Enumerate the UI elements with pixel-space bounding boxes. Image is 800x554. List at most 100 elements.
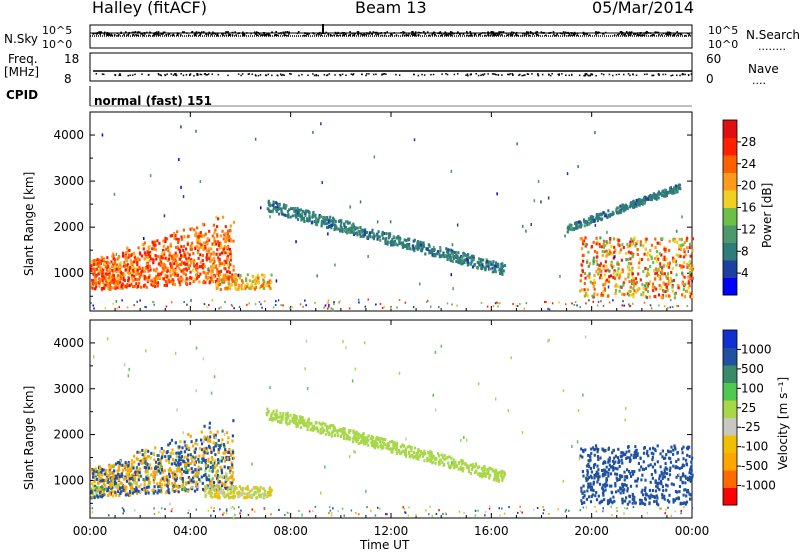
- power-cell: [491, 266, 494, 270]
- nsky-point: [450, 33, 452, 36]
- power-cell: [683, 250, 686, 254]
- nsky-point: [441, 34, 443, 36]
- power-cell: [212, 266, 215, 270]
- power-cell: [417, 240, 420, 244]
- nsky-point: [570, 34, 573, 36]
- power-noise: [178, 158, 180, 162]
- power-cell: [171, 260, 174, 264]
- velocity-cell: [191, 470, 194, 474]
- power-ground-cell: [596, 304, 599, 307]
- power-ground-cell: [412, 306, 415, 309]
- nsky-point: [501, 31, 503, 33]
- velocity-cell: [379, 443, 383, 447]
- power-cell: [420, 243, 423, 247]
- power-cell: [586, 288, 589, 292]
- power-cell: [91, 278, 94, 282]
- power-cell: [112, 274, 115, 278]
- velocity-cell: [299, 418, 303, 422]
- velocity-cell: [223, 495, 226, 499]
- power-cell: [664, 247, 667, 251]
- velocity-cell: [447, 461, 450, 465]
- nsky-point: [492, 33, 495, 35]
- power-cell: [173, 236, 176, 240]
- velocity-cell: [97, 477, 100, 481]
- velocity-cell: [159, 463, 162, 467]
- nsky-point: [210, 33, 213, 36]
- power-cell: [120, 277, 123, 281]
- power-cell: [213, 236, 216, 240]
- power-cell: [618, 274, 622, 278]
- velocity-cell: [203, 424, 206, 428]
- power-cell: [255, 276, 258, 280]
- power-cell: [592, 260, 596, 264]
- nsky-point: [490, 34, 492, 36]
- power-cell: [115, 263, 118, 267]
- power-cell: [186, 242, 189, 246]
- power-cell: [126, 267, 129, 271]
- velocity-cell: [355, 436, 358, 440]
- power-cell: [661, 189, 664, 193]
- velocity-cell: [108, 492, 111, 496]
- power-cell: [652, 192, 655, 196]
- nsky-point: [630, 33, 632, 36]
- nsky-point: [478, 34, 480, 36]
- power-cell: [308, 219, 311, 222]
- power-cell: [651, 285, 654, 289]
- velocity-cell: [217, 439, 220, 442]
- power-cell: [152, 279, 155, 283]
- nsky-point: [228, 33, 230, 36]
- power-cell: [663, 255, 666, 259]
- power-cell: [146, 262, 149, 266]
- velocity-cell: [136, 492, 139, 495]
- power-cell: [245, 277, 248, 281]
- nave-point: [264, 74, 267, 76]
- nsky-point: [168, 33, 171, 35]
- nsky-point: [529, 31, 532, 33]
- power-cell: [137, 284, 140, 288]
- power-cell: [327, 220, 330, 224]
- nsky-point: [595, 33, 597, 36]
- power-cell: [482, 265, 485, 269]
- power-cell: [683, 295, 687, 299]
- velocity-cell: [117, 461, 120, 465]
- power-cell: [352, 229, 356, 233]
- power-cell: [206, 242, 209, 246]
- velocity-cell: [136, 450, 139, 454]
- power-cell: [615, 283, 618, 286]
- nave-point: [629, 74, 631, 77]
- power-cell: [113, 261, 116, 265]
- power-cell: [420, 249, 423, 253]
- velocity-cell: [101, 473, 104, 477]
- power-cell: [140, 285, 143, 289]
- power-ground-cell: [327, 299, 330, 302]
- power-cell: [617, 243, 620, 246]
- nave-point: [398, 74, 401, 76]
- power-cell: [649, 265, 652, 268]
- power-noise: [321, 181, 323, 185]
- velocity-cell: [173, 481, 177, 485]
- power-cell: [206, 277, 209, 281]
- power-cell: [169, 244, 172, 248]
- nave-tick-high: 60: [706, 52, 722, 66]
- power-cell: [232, 220, 236, 224]
- nave-point: [283, 74, 285, 76]
- power-cell: [166, 275, 169, 279]
- nave-point: [255, 75, 257, 77]
- velocity-cell: [112, 465, 115, 469]
- velocity-cell: [207, 457, 210, 461]
- velocity-cell: [230, 481, 233, 485]
- velocity-cell: [94, 472, 97, 476]
- power-cell: [212, 243, 215, 247]
- power-cell: [642, 286, 645, 290]
- nsky-point: [672, 33, 675, 36]
- velocity-cell: [277, 420, 280, 423]
- nsky-point: [231, 34, 234, 36]
- power-cell: [223, 273, 226, 277]
- velocity-cell: [413, 446, 417, 450]
- power-cell: [392, 235, 395, 239]
- nsky-point: [274, 34, 276, 36]
- power-cell: [595, 270, 598, 274]
- velocity-cell: [160, 486, 163, 490]
- cpid-label: CPID: [6, 88, 39, 102]
